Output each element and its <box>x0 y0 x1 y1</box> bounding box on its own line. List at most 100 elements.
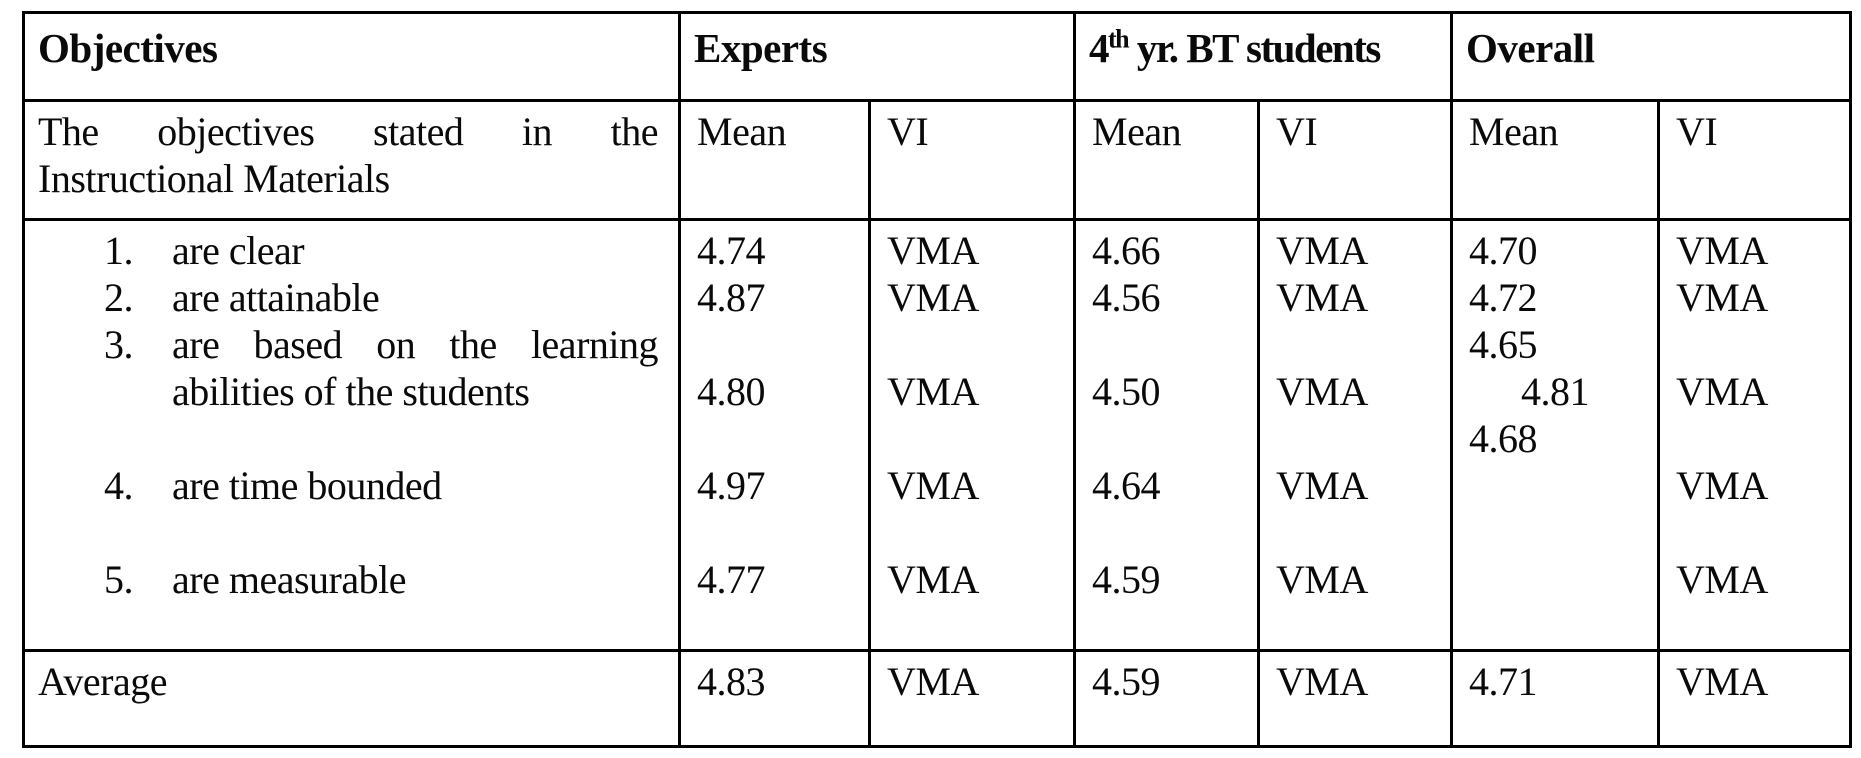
list-item: 2. are attainable <box>38 274 658 321</box>
vi-label: VI <box>1276 109 1318 154</box>
mean-label: Mean <box>697 109 787 154</box>
vi-value: VMA <box>1676 463 1768 508</box>
vi-value: VMA <box>1276 557 1368 602</box>
overall-mean-header-cell: Mean <box>1450 99 1660 221</box>
vi-value: VMA <box>887 369 979 414</box>
table-row-average: Average 4.83 VMA 4.59 VMA 4.71 VMA <box>22 649 1853 748</box>
average-overall-mean-cell: 4.71 <box>1450 649 1660 748</box>
blank-line <box>1676 509 1841 556</box>
average-bt-mean-cell: 4.59 <box>1073 649 1260 748</box>
mean-value: 4.80 <box>697 369 766 414</box>
objectives-header-label: Objectives <box>38 25 218 71</box>
vi-value: VMA <box>1676 557 1768 602</box>
item-number <box>104 368 172 415</box>
blank-line <box>887 415 1065 462</box>
list-item: 3. are based on the learning <box>38 321 659 368</box>
vi-value: VMA <box>887 557 979 602</box>
experts-vi-cell: VMA VMA VMA VMA VMA <box>868 218 1076 652</box>
item-number: 1. <box>104 228 134 273</box>
bt-students-header-label: yr. BT students <box>1128 25 1381 71</box>
mean-label: Mean <box>1469 109 1559 154</box>
blank-line <box>1276 321 1442 368</box>
mean-value: 4.71 <box>1469 659 1538 704</box>
blank-line <box>1469 462 1649 509</box>
blank-line <box>887 509 1065 556</box>
list-item: 4. are time bounded <box>38 462 658 509</box>
item-text: are measurable <box>172 557 406 602</box>
blank-line <box>697 321 860 368</box>
bt-vi-header-cell: VI <box>1257 99 1453 221</box>
vi-value: VMA <box>1676 275 1768 320</box>
item-number <box>104 509 172 556</box>
objectives-header-cell: Objectives <box>22 11 681 102</box>
vi-value: VMA <box>887 275 979 320</box>
blank-line <box>1469 556 1649 603</box>
vi-value: VMA <box>1276 659 1368 704</box>
table-row-sub-header: The objectives stated in the Instruction… <box>22 99 1853 221</box>
mean-value: 4.81 <box>1521 369 1590 414</box>
blank-line <box>1276 415 1442 462</box>
table-row-group-header: Objectives Experts 4th yr. BT students O… <box>22 11 1853 102</box>
bt-students-header-cell: 4th yr. BT students <box>1073 11 1453 102</box>
item-text <box>172 415 658 462</box>
vi-value: VMA <box>887 228 979 273</box>
experts-vi-header-cell: VI <box>868 99 1076 221</box>
item-text <box>172 509 658 556</box>
bt-mean-cell: 4.66 4.56 4.50 4.64 4.59 <box>1073 218 1260 652</box>
mean-value: 4.59 <box>1092 557 1161 602</box>
average-experts-mean-cell: 4.83 <box>678 649 871 748</box>
list-item: 5. are measurable <box>38 556 658 603</box>
item-number <box>104 415 172 462</box>
list-item: 1. are clear <box>38 227 658 274</box>
experts-mean-cell: 4.74 4.87 4.80 4.97 4.77 <box>678 218 871 652</box>
blank-line <box>38 415 658 462</box>
overall-vi-header-cell: VI <box>1656 99 1853 221</box>
vi-value: VMA <box>887 463 979 508</box>
mean-value: 4.83 <box>697 659 766 704</box>
blank-line <box>697 415 860 462</box>
mean-value: 4.66 <box>1092 228 1161 273</box>
experts-header-label: Experts <box>694 25 828 71</box>
overall-vi-cell: VMA VMA VMA VMA VMA <box>1656 218 1853 652</box>
table-row-items: 1. are clear 2. are attainable 3. are ba… <box>22 218 1853 652</box>
vi-value: VMA <box>887 659 979 704</box>
mean-value: 4.65 <box>1469 322 1538 367</box>
average-label-cell: Average <box>22 649 681 748</box>
item-text: are clear <box>172 228 305 273</box>
overall-mean-cell: 4.70 4.72 4.65 4.81 4.68 <box>1450 218 1660 652</box>
blank-line <box>1676 415 1841 462</box>
vi-label: VI <box>1676 109 1718 154</box>
item-number: 5. <box>104 557 134 602</box>
average-bt-vi-cell: VMA <box>1257 649 1453 748</box>
vi-value: VMA <box>1276 463 1368 508</box>
mean-value: 4.56 <box>1092 275 1161 320</box>
objective-items-cell: 1. are clear 2. are attainable 3. are ba… <box>22 218 681 652</box>
list-item-continuation: abilities of the students <box>38 368 658 415</box>
subtitle-line1: The objectives stated in the <box>38 109 659 154</box>
bt-mean-header-cell: Mean <box>1073 99 1260 221</box>
blank-line <box>887 321 1065 368</box>
item-text: are attainable <box>172 275 380 320</box>
overall-header-label: Overall <box>1466 25 1595 71</box>
mean-value: 4.64 <box>1092 463 1161 508</box>
blank-line <box>1276 509 1442 556</box>
mean-value: 4.70 <box>1469 228 1538 273</box>
average-experts-vi-cell: VMA <box>868 649 1076 748</box>
blank-line <box>1092 415 1249 462</box>
average-overall-vi-cell: VMA <box>1656 649 1853 748</box>
item-text: are time bounded <box>172 463 442 508</box>
mean-value: 4.74 <box>697 228 766 273</box>
experts-header-cell: Experts <box>678 11 1076 102</box>
mean-value: 4.50 <box>1092 369 1161 414</box>
blank-line <box>1092 321 1249 368</box>
vi-value: VMA <box>1676 228 1768 273</box>
overall-header-cell: Overall <box>1449 11 1853 102</box>
blank-line <box>1676 321 1841 368</box>
item-number: 4. <box>104 463 134 508</box>
subtitle-line2: Instructional Materials <box>38 156 390 201</box>
evaluation-table: Objectives Experts 4th yr. BT students O… <box>22 11 1853 748</box>
bt-students-ordinal-suffix: th <box>1108 24 1130 54</box>
bt-students-number: 4 <box>1089 25 1110 71</box>
vi-value: VMA <box>1676 659 1768 704</box>
